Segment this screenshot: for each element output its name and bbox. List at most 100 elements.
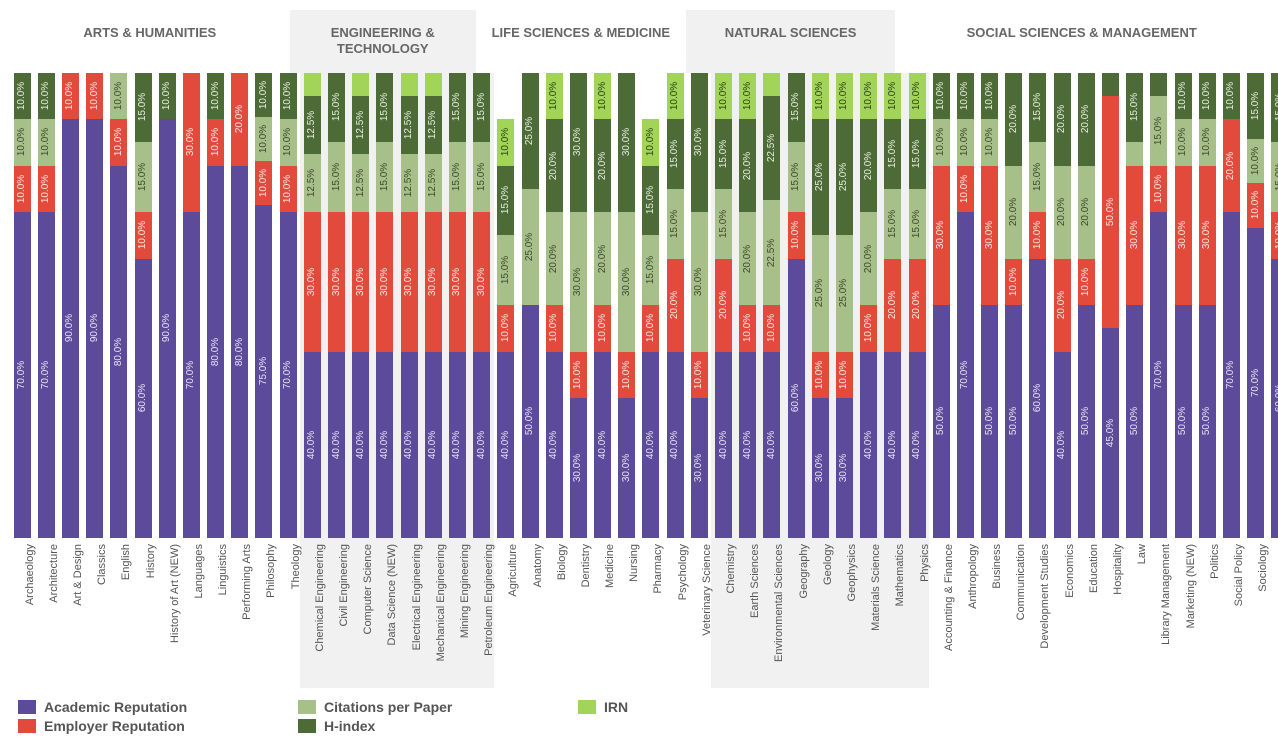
- segment-value-label: 15.0%: [138, 163, 148, 191]
- segment-value-label: 50.0%: [525, 407, 535, 435]
- bar-segment-employer: 50.0%: [1102, 96, 1119, 329]
- bar: 40.0%20.0%15.0%15.0%10.0%: [715, 73, 732, 538]
- segment-value-label: 12.5%: [428, 111, 438, 139]
- bar: 30.0%10.0%25.0%25.0%10.0%: [812, 73, 829, 538]
- subject-label-text: Archaeology: [24, 544, 36, 607]
- bar-segment-employer: 10.0%: [135, 212, 152, 259]
- bar-segment-hindex: 30.0%: [570, 73, 587, 213]
- bar-segment-employer: 20.0%: [1223, 119, 1240, 212]
- segment-value-label: 20.0%: [598, 244, 608, 272]
- segment-value-label: 15.0%: [477, 163, 487, 191]
- segment-value-label: 30.0%: [1130, 221, 1140, 249]
- bar: 40.0%10.0%15.0%15.0%10.0%: [642, 73, 659, 538]
- bar-segment-hindex: 20.0%: [1054, 73, 1071, 166]
- subject-label: Performing Arts: [228, 538, 252, 688]
- bar-slot: 50.0%10.0%20.0%20.0%: [1074, 73, 1098, 538]
- bar-segment-hindex: 10.0%: [280, 73, 297, 120]
- bar-segment-employer: 30.0%: [183, 73, 200, 213]
- subject-label-text: Pharmacy: [652, 544, 664, 596]
- subject-label: Mathematics: [881, 538, 905, 688]
- segment-value-label: 15.0%: [501, 186, 511, 214]
- bar: 80.0%10.0%10.0%: [110, 73, 127, 538]
- bar-slot: 40.0%20.0%15.0%15.0%10.0%: [711, 73, 735, 538]
- group-bars: 40.0%20.0%15.0%15.0%10.0% 40.0% 10.0% 20.0%…: [711, 73, 929, 538]
- subject-label-text: Anthropology: [967, 544, 979, 611]
- bar-segment-citations: 15.0%: [667, 189, 684, 259]
- bar-segment-academic: 60.0%: [788, 259, 805, 538]
- segment-value-label: 10.0%: [791, 221, 801, 249]
- bar: 40.0%30.0%15.0%15.0%: [473, 73, 490, 538]
- subject-label-text: Nursing: [628, 544, 640, 584]
- subject-label: Chemical Engineering: [300, 538, 324, 688]
- bar-segment-citations: 20.0%: [546, 212, 563, 305]
- bar-segment-citations: 10.0%: [933, 119, 950, 166]
- segment-value-label: 20.0%: [1057, 291, 1067, 319]
- subject-label-text: Environmental Sciences: [773, 544, 785, 664]
- bar: 40.0%20.0%15.0%15.0%10.0%: [884, 73, 901, 538]
- bar-segment-employer: 10.0%: [836, 352, 853, 399]
- subject-label: Languages: [179, 538, 203, 688]
- bar-segment-hindex: 25.0%: [812, 119, 829, 235]
- bar-segment-employer: 30.0%: [981, 166, 998, 306]
- bar-segment-hindex: 15.0%: [788, 73, 805, 143]
- segment-value-label: 20.0%: [888, 291, 898, 319]
- bar: 30.0%10.0%30.0%30.0%: [618, 73, 635, 538]
- segment-value-label: 15.0%: [646, 256, 656, 284]
- bar-segment-academic: 70.0%: [1223, 212, 1240, 538]
- subject-label: Mining Engineering: [445, 538, 469, 688]
- bar: 70.0%10.0%10.0%10.0%: [14, 73, 31, 538]
- bar-segment-employer: 30.0%: [449, 212, 466, 352]
- segment-value-label: 10.0%: [598, 82, 608, 110]
- bar: 70.0% 30.0%: [183, 73, 200, 538]
- bar-segment-hindex: 25.0%: [522, 73, 539, 189]
- bar-segment-employer: 10.0%: [860, 305, 877, 352]
- subject-label: Mechanical Engineering: [421, 538, 445, 688]
- subject-label-text: Data Science (NEW): [386, 544, 398, 647]
- bar-segment-hindex: 15.0%: [884, 119, 901, 189]
- segment-value-label: 15.0%: [670, 140, 680, 168]
- subject-label-text: Geography: [798, 544, 810, 600]
- bar-segment-hindex: 30.0%: [691, 73, 708, 213]
- bar-segment-citations: 15.0%: [328, 142, 345, 212]
- subject-label: Hospitality: [1098, 538, 1122, 688]
- bar-segment-hindex: 12.5%: [425, 96, 442, 154]
- subject-label-text: History of Art (NEW): [169, 544, 181, 645]
- subject-label-text: Materials Science: [870, 544, 882, 633]
- bar-slot: 90.0%10.0%: [155, 73, 179, 538]
- segment-value-label: 30.0%: [573, 268, 583, 296]
- segment-value-label: 20.0%: [719, 291, 729, 319]
- segment-value-label: 20.0%: [549, 151, 559, 179]
- segment-value-label: 40.0%: [743, 430, 753, 458]
- segment-value-label: 15.0%: [1130, 93, 1140, 121]
- bar-segment-hindex: 12.5%: [401, 96, 418, 154]
- subject-label-text: Law: [1136, 544, 1148, 566]
- bar-segment-employer: 10.0%: [739, 305, 756, 352]
- bar: 60.0%10.0%15.0%15.0%: [1029, 73, 1046, 538]
- subject-label: Philosophy: [252, 538, 276, 688]
- segment-value-label: 70.0%: [186, 361, 196, 389]
- bar-segment-citations: 15.0%: [497, 235, 514, 305]
- bar-segment-employer: 10.0%: [255, 161, 272, 205]
- bar-slot: 80.0%10.0%10.0%: [107, 73, 131, 538]
- bar-segment-academic: 70.0%: [1150, 212, 1167, 538]
- bar-segment-hindex: 30.0%: [618, 73, 635, 213]
- bar-segment-employer: 10.0%: [594, 305, 611, 352]
- bar-segment-hindex: 10.0%: [38, 73, 55, 120]
- bar-slot: 40.0%10.0%15.0%15.0%10.0%: [639, 73, 663, 538]
- segment-value-label: 15.0%: [477, 93, 487, 121]
- bar-segment-hindex: 10.0%: [159, 73, 176, 120]
- bar-slot: 40.0%10.0%15.0%15.0%10.0%: [494, 73, 518, 538]
- bar-segment-academic: 50.0%: [1005, 305, 1022, 538]
- bar-segment-academic: 30.0%: [618, 398, 635, 538]
- bar-segment-irn: 10.0%: [497, 119, 514, 166]
- bar-segment-employer: 30.0%: [304, 212, 321, 352]
- subject-label-text: Art & Design: [72, 544, 84, 608]
- bar-segment-academic: 40.0%: [304, 352, 321, 538]
- bar: 60.0%10.0%15.0%15.0%: [1271, 73, 1278, 538]
- legend-label: H-index: [324, 718, 375, 734]
- bar-segment-academic: 50.0%: [522, 305, 539, 538]
- bar-segment-irn: 10.0%: [836, 73, 853, 120]
- bar-segment-academic: 40.0%: [425, 352, 442, 538]
- bar-segment-academic: 90.0%: [159, 119, 176, 538]
- bar-segment-academic: 40.0%: [449, 352, 466, 538]
